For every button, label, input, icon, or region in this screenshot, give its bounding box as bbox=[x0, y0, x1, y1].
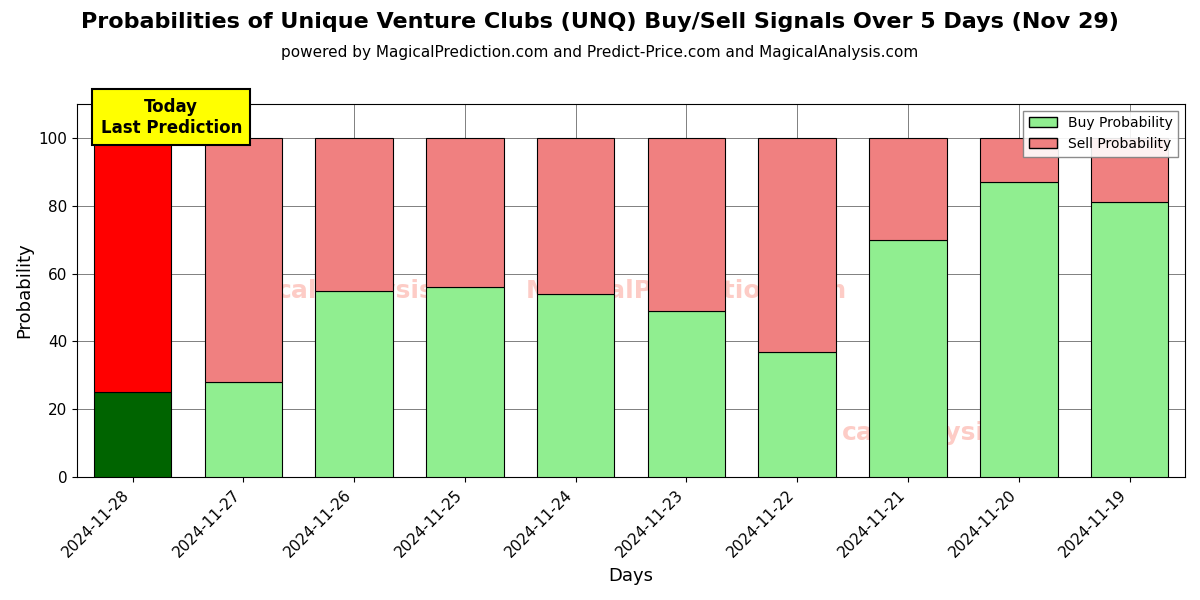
Bar bbox=[94, 392, 172, 478]
Bar bbox=[980, 137, 1057, 182]
Bar bbox=[94, 137, 172, 392]
Bar bbox=[648, 137, 725, 311]
Bar bbox=[869, 137, 947, 239]
Text: Today
Last Prediction: Today Last Prediction bbox=[101, 98, 242, 137]
Bar bbox=[758, 352, 836, 478]
Bar bbox=[536, 137, 614, 294]
Text: MagicalPrediction.com: MagicalPrediction.com bbox=[526, 278, 847, 302]
Bar bbox=[204, 137, 282, 382]
Bar bbox=[1091, 202, 1169, 478]
Bar bbox=[758, 137, 836, 352]
Text: Probabilities of Unique Venture Clubs (UNQ) Buy/Sell Signals Over 5 Days (Nov 29: Probabilities of Unique Venture Clubs (U… bbox=[82, 12, 1118, 32]
Text: calAnalysis.co: calAnalysis.co bbox=[841, 421, 1040, 445]
Bar bbox=[536, 294, 614, 478]
Y-axis label: Probability: Probability bbox=[14, 242, 32, 338]
Bar bbox=[316, 290, 392, 478]
Bar bbox=[426, 287, 504, 478]
Bar bbox=[648, 311, 725, 478]
Bar bbox=[204, 382, 282, 478]
Bar bbox=[316, 137, 392, 290]
Text: calAnalysis.co: calAnalysis.co bbox=[277, 278, 476, 302]
Bar bbox=[869, 239, 947, 478]
Text: powered by MagicalPrediction.com and Predict-Price.com and MagicalAnalysis.com: powered by MagicalPrediction.com and Pre… bbox=[281, 45, 919, 60]
Legend: Buy Probability, Sell Probability: Buy Probability, Sell Probability bbox=[1024, 110, 1178, 157]
X-axis label: Days: Days bbox=[608, 567, 654, 585]
Bar bbox=[426, 137, 504, 287]
Bar bbox=[980, 182, 1057, 478]
Bar bbox=[1091, 137, 1169, 202]
